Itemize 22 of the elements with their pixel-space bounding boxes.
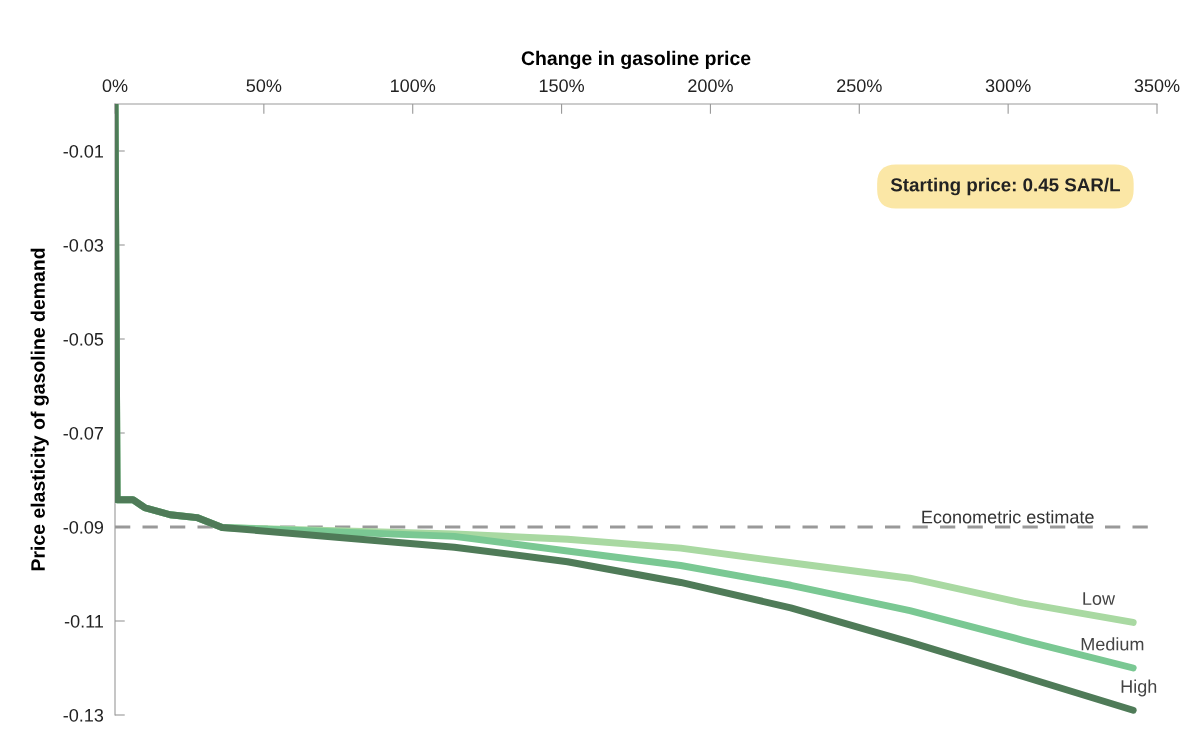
- y-tick-label: -0.13: [63, 708, 104, 722]
- x-tick-label: 100%: [391, 79, 436, 93]
- y-tick-label: -0.09: [63, 520, 104, 534]
- series-label: Medium: [1081, 637, 1144, 651]
- series-label: High: [1121, 679, 1157, 697]
- y-tick-label: -0.05: [63, 332, 104, 346]
- y-axis-title: Price elasticity of gasoline demand: [30, 248, 49, 571]
- y-tick-label: -0.11: [64, 614, 104, 628]
- y-tick-label: -0.07: [63, 426, 103, 440]
- x-tick-label: 300%: [985, 79, 1031, 93]
- y-tick-label: -0.03: [63, 238, 104, 252]
- x-tick-label: 200%: [688, 79, 733, 93]
- x-tick-label: 250%: [837, 79, 882, 93]
- x-tick-label: 350%: [1134, 79, 1180, 93]
- ref-line-label: Econometric estimate: [922, 510, 1094, 524]
- annotation: Starting price: 0.45 SAR/L: [890, 177, 1120, 196]
- y-tick-label: -0.01: [63, 144, 104, 158]
- x-tick-label: 0%: [102, 79, 128, 93]
- series-label: Low: [1083, 592, 1116, 605]
- x-axis-title: Change in gasoline price: [521, 50, 751, 70]
- x-tick-label: 150%: [539, 79, 585, 93]
- x-tick-label: 50%: [246, 79, 282, 93]
